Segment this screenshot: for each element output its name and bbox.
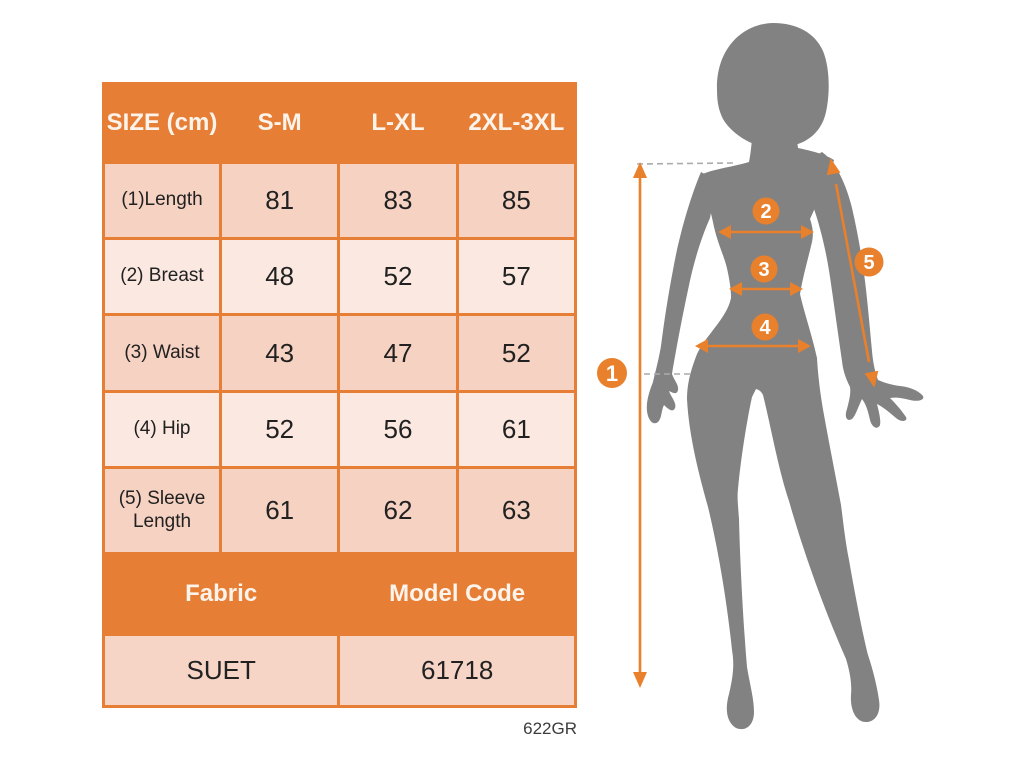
cell-breast-2xl3xl: 57	[458, 240, 574, 313]
size-table: SIZE (cm) S-M L-XL 2XL-3XL (1)Length 81 …	[102, 82, 577, 708]
marker-2-breast: 2	[752, 197, 780, 225]
cell-sleeve-sm: 61	[222, 469, 338, 552]
cell-sleeve-lxl: 62	[340, 469, 456, 552]
silhouette-left-arm	[646, 172, 714, 424]
marker-3-waist: 3	[750, 255, 778, 283]
table-header-size: SIZE (cm)	[105, 85, 219, 161]
marker-2-label: 2	[760, 201, 771, 223]
row-label-hip: (4) Hip	[105, 393, 219, 466]
arrow-waist	[729, 282, 803, 296]
cell-sleeve-2xl3xl: 63	[458, 469, 574, 552]
cell-waist-2xl3xl: 52	[458, 316, 574, 390]
cell-waist-lxl: 47	[340, 316, 456, 390]
cell-waist-sm: 43	[222, 316, 338, 390]
cell-model-code-value: 61718	[340, 636, 574, 705]
silhouette-right-arm	[797, 152, 924, 428]
measure-annotations: 1 2 3 4 5	[597, 158, 884, 688]
cell-hip-2xl3xl: 61	[458, 393, 574, 466]
marker-3-label: 3	[758, 259, 769, 281]
cell-breast-lxl: 52	[340, 240, 456, 313]
arrow-hip	[695, 339, 811, 353]
silhouette-head	[716, 23, 829, 148]
cell-length-sm: 81	[222, 164, 338, 237]
marker-5-label: 5	[863, 252, 874, 274]
cell-hip-sm: 52	[222, 393, 338, 466]
arrow-breast	[718, 225, 814, 239]
cell-length-lxl: 83	[340, 164, 456, 237]
row-label-waist: (3) Waist	[105, 316, 219, 390]
table-header-lxl: L-XL	[340, 85, 456, 161]
dashed-line-shoulder	[636, 162, 734, 165]
row-label-sleeve-length: (5) Sleeve Length	[105, 469, 219, 552]
marker-5-sleeve: 5	[854, 247, 884, 277]
arrow-sleeve	[826, 158, 879, 388]
marker-1-length: 1	[597, 358, 627, 388]
cell-breast-sm: 48	[222, 240, 338, 313]
table-header-fabric: Fabric	[105, 555, 338, 633]
table-header-sm: S-M	[222, 85, 338, 161]
cell-hip-lxl: 56	[340, 393, 456, 466]
marker-1-label: 1	[606, 361, 618, 386]
row-label-breast: (2) Breast	[105, 240, 219, 313]
arrow-length	[633, 162, 647, 688]
marker-4-label: 4	[759, 317, 771, 339]
cell-fabric-value: SUET	[105, 636, 338, 705]
product-code: 622GR	[523, 719, 577, 738]
row-label-length: (1)Length	[105, 164, 219, 237]
table-header-model-code: Model Code	[340, 555, 574, 633]
female-silhouette	[646, 23, 924, 730]
marker-4-hip: 4	[751, 313, 779, 341]
table-header-2xl3xl: 2XL-3XL	[458, 85, 574, 161]
cell-length-2xl3xl: 85	[458, 164, 574, 237]
silhouette-body	[687, 126, 880, 730]
